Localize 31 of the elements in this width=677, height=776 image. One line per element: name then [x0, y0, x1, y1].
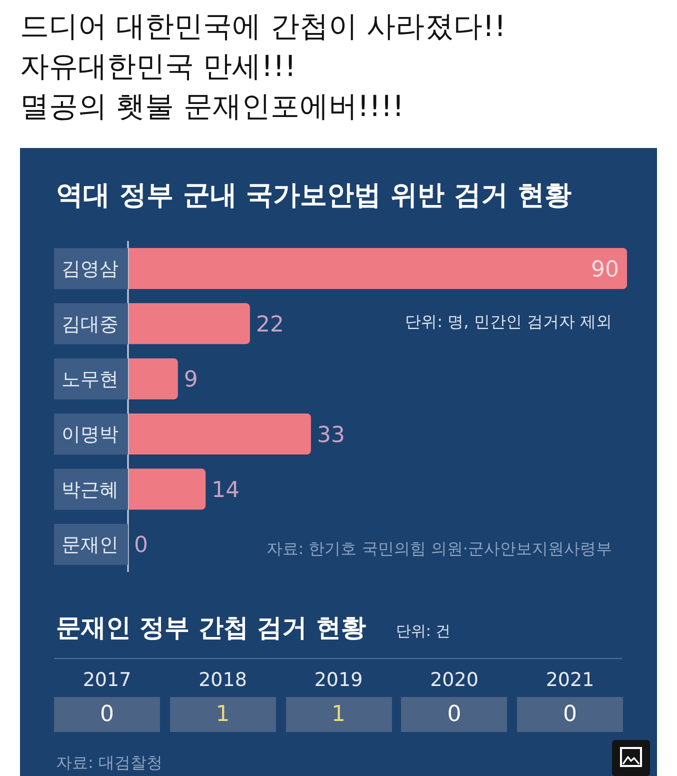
- data-label: 14: [212, 478, 240, 503]
- chart-subtitle: 단위: 건: [396, 622, 451, 641]
- data-label: 0: [100, 702, 114, 727]
- y-tick-label: 김영삼: [62, 258, 118, 280]
- y-tick-label: 김대중: [62, 313, 118, 336]
- x-tick-label: 2020: [429, 669, 480, 691]
- annotation: 단위: 명, 민간인 검거자 제외: [405, 312, 612, 333]
- text: 자료: 대검찰청: [56, 753, 162, 774]
- annotation: 자료: 한기호 국민의힘 의원·군사안보지원사령부: [266, 539, 612, 560]
- x-tick-label: 2019: [313, 669, 364, 691]
- chart-title: 문재인 정부 간첩 검거 현황: [56, 612, 366, 644]
- data-label: 22: [256, 312, 284, 338]
- data-label: 33: [316, 422, 345, 448]
- data-label: 90: [591, 257, 619, 282]
- data-label: 1: [332, 702, 346, 727]
- x-tick-label: 2018: [198, 669, 248, 691]
- y-tick-label: 이명박: [62, 424, 118, 446]
- data-label: 1: [216, 702, 230, 727]
- data-label: 0: [134, 533, 148, 558]
- text: 드디어 대한민국에 간첩이 사라졌다!!: [20, 8, 507, 45]
- data-label: 0: [563, 702, 577, 727]
- y-tick-label: 노무현: [62, 368, 118, 391]
- text: 멸공의 횃불 문재인포에버!!!!: [20, 88, 405, 125]
- chart-title: 역대 정부 군내 국가보안법 위반 검거 현황: [56, 179, 572, 213]
- data-label: 9: [184, 368, 198, 393]
- y-tick-label: 문재인: [62, 534, 118, 556]
- data-label: 0: [447, 702, 462, 727]
- x-tick-label: 2021: [544, 669, 596, 691]
- x-tick-label: 2017: [82, 669, 132, 691]
- text: 자유대한민국 만세!!!: [20, 48, 298, 85]
- y-tick-label: 박근혜: [62, 478, 118, 501]
